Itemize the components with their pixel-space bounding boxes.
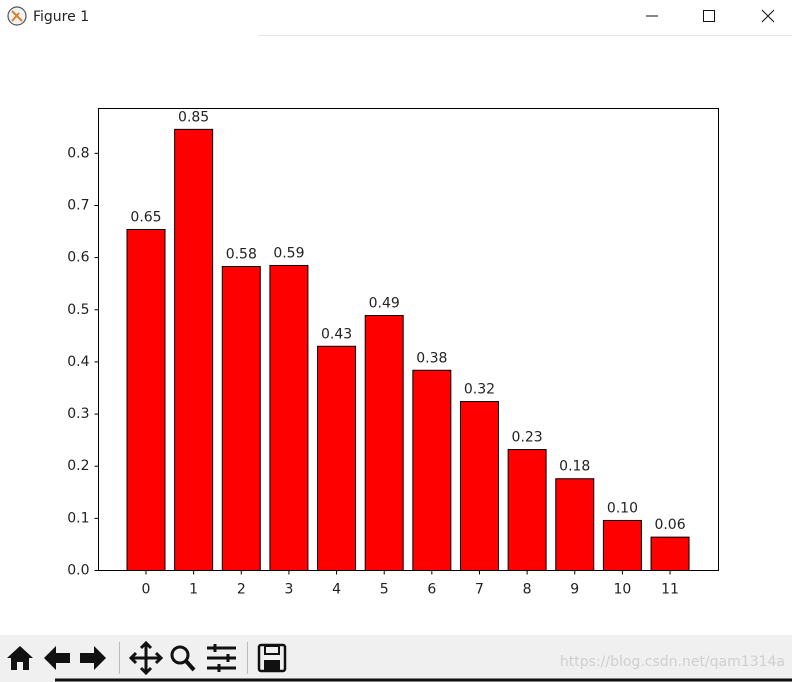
x-tick-label: 10 xyxy=(613,582,631,598)
save-icon-label xyxy=(264,660,280,670)
x-tick-label: 8 xyxy=(523,582,532,598)
zoom-icon-handle xyxy=(184,659,196,672)
configure-button[interactable] xyxy=(207,644,236,672)
x-tick-label: 0 xyxy=(142,582,151,598)
x-tick-label: 3 xyxy=(284,582,293,598)
data-label: 0.18 xyxy=(559,459,590,475)
bar xyxy=(364,315,404,571)
data-label: 0.43 xyxy=(321,326,352,342)
watermark: https://blog.csdn.net/qam1314a xyxy=(560,654,785,670)
data-label: 0.65 xyxy=(130,209,161,225)
window-title: Figure 1 xyxy=(33,9,89,25)
data-label: 0.32 xyxy=(464,382,495,398)
x-tick-label: 9 xyxy=(570,582,579,598)
x-tick-label: 4 xyxy=(332,582,341,598)
bar xyxy=(555,478,595,572)
data-label: 0.23 xyxy=(512,430,543,446)
data-label: 0.85 xyxy=(178,109,209,125)
y-tick-label: 0.4 xyxy=(67,354,89,370)
x-tick-label: 11 xyxy=(661,582,679,598)
save-icon-shutter xyxy=(264,645,280,655)
maximize-button[interactable] xyxy=(703,10,715,22)
data-label: 0.49 xyxy=(369,296,400,312)
bar xyxy=(269,264,309,571)
y-tick-label: 0.1 xyxy=(67,510,89,526)
zoom-icon xyxy=(170,645,190,665)
axes-frame xyxy=(98,108,719,571)
x-tick-label: 5 xyxy=(380,582,389,598)
bar xyxy=(221,265,261,571)
x-tick-label: 1 xyxy=(189,582,198,598)
bar xyxy=(174,128,214,571)
forward-button[interactable] xyxy=(80,646,106,670)
data-label: 0.10 xyxy=(607,500,638,516)
close-button[interactable] xyxy=(761,9,775,23)
bar xyxy=(459,401,499,571)
y-tick-label: 0.8 xyxy=(67,145,89,161)
data-label: 0.06 xyxy=(654,517,685,533)
bar xyxy=(412,369,452,571)
x-tick-label: 2 xyxy=(237,582,246,598)
bar xyxy=(126,228,166,572)
y-tick-label: 0.6 xyxy=(67,250,89,266)
data-label: 0.58 xyxy=(226,246,257,262)
zoom-button[interactable] xyxy=(170,645,196,672)
y-tick-label: 0.7 xyxy=(67,197,89,213)
data-label: 0.38 xyxy=(416,350,447,366)
home-icon xyxy=(7,646,33,670)
y-tick-label: 0.2 xyxy=(67,458,89,474)
bar xyxy=(317,345,357,571)
data-label: 0.59 xyxy=(273,245,304,261)
pan-button[interactable] xyxy=(128,640,164,676)
save-button[interactable] xyxy=(257,643,287,673)
y-tick-label: 0.5 xyxy=(67,302,89,318)
bar xyxy=(650,536,690,572)
home-button[interactable] xyxy=(7,646,33,670)
back-button[interactable] xyxy=(44,646,70,670)
x-tick-label: 6 xyxy=(427,582,436,598)
y-tick-label: 0.0 xyxy=(67,563,89,579)
bar xyxy=(602,519,642,571)
bar xyxy=(507,449,547,572)
x-tick-label: 7 xyxy=(475,582,484,598)
app-icon-mark xyxy=(11,10,23,22)
y-tick-label: 0.3 xyxy=(67,406,89,422)
